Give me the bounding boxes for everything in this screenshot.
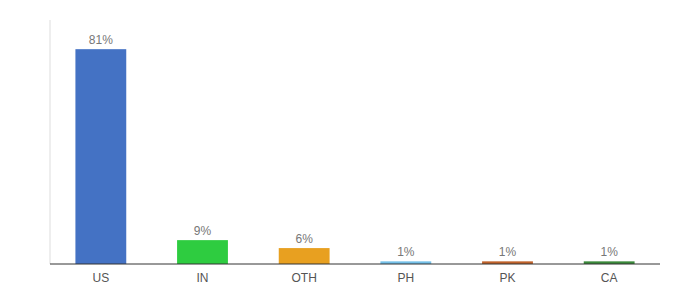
- bar: [75, 49, 126, 264]
- data-label: 1%: [499, 245, 517, 259]
- bars: [75, 49, 634, 264]
- x-tick-label: PH: [397, 271, 414, 285]
- bar: [177, 240, 228, 264]
- chart: 81% 9% 6% 1% 1% 1% US IN OTH PH PK CA: [0, 0, 680, 300]
- y-axis-line: [50, 20, 51, 264]
- x-tick-label: PK: [499, 271, 515, 285]
- x-tick-label: CA: [601, 271, 618, 285]
- data-label: 6%: [295, 232, 313, 246]
- x-tick-label: IN: [197, 271, 209, 285]
- x-axis-line: [50, 264, 660, 265]
- data-label: 1%: [397, 245, 415, 259]
- x-tick-label: US: [92, 271, 109, 285]
- chart-container: 81% 9% 6% 1% 1% 1% US IN OTH PH PK CA: [0, 0, 680, 300]
- data-label: 9%: [194, 224, 212, 238]
- x-tick-label: OTH: [291, 271, 316, 285]
- data-label: 81%: [89, 33, 113, 47]
- bar: [279, 248, 330, 264]
- data-label: 1%: [600, 245, 618, 259]
